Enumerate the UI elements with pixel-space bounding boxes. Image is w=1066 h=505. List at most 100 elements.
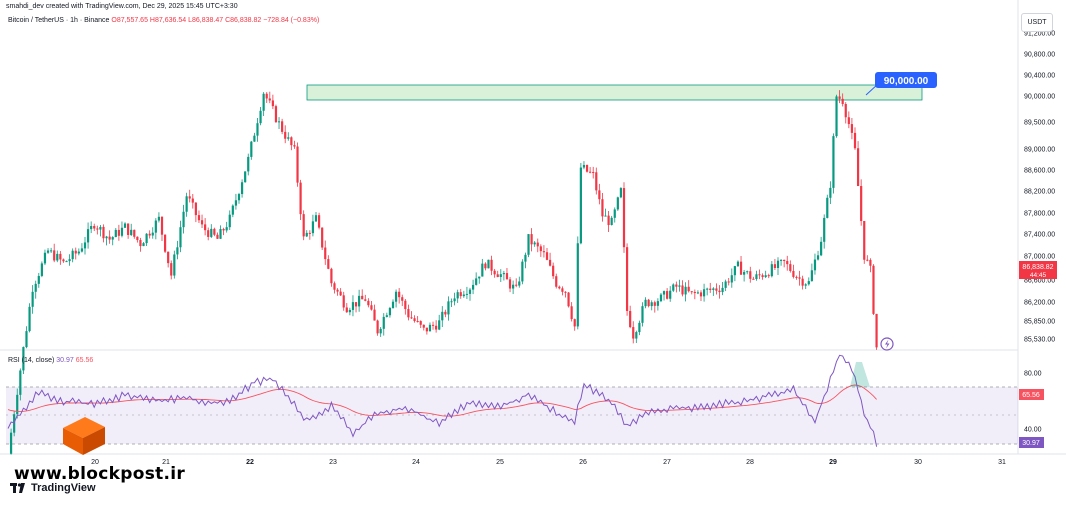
candle-body: [441, 311, 444, 321]
candle-body: [736, 261, 740, 267]
candle-body: [170, 263, 173, 276]
lightning-icon[interactable]: [880, 337, 894, 351]
candle-body: [490, 259, 493, 271]
candle-body: [487, 259, 490, 269]
candle-body: [552, 265, 555, 277]
candle-body: [311, 221, 315, 234]
candle-body: [625, 247, 629, 311]
candle-body: [219, 229, 222, 239]
candle-body: [675, 284, 678, 287]
price-tick: 88,600.00: [1024, 168, 1055, 175]
candle-body: [173, 254, 176, 276]
rsi-ma-badge-label: 65.56: [1022, 392, 1040, 399]
zone-label: 90,000.00: [884, 76, 929, 87]
tradingview-logo[interactable]: TradingView: [10, 482, 96, 494]
candle-body: [154, 220, 157, 233]
candle-body: [407, 309, 410, 318]
time-axis[interactable]: 20 21 22 23 24 25 26 27 28 29 30 31: [91, 459, 1006, 466]
rsi-overbought-fill: [850, 362, 870, 387]
rsi-tick: 80.00: [1024, 371, 1042, 378]
candle-body: [635, 332, 638, 339]
price-tick: 90,000.00: [1024, 94, 1055, 101]
candle-body: [256, 123, 259, 136]
candle-body: [31, 291, 34, 307]
candle-body: [413, 318, 416, 322]
tradingview-brand: TradingView: [31, 482, 96, 494]
candle-body: [860, 185, 863, 221]
candle-body: [120, 227, 124, 236]
candle-body: [271, 100, 274, 107]
currency-button[interactable]: USDT: [1021, 13, 1053, 32]
candle-body: [145, 233, 148, 244]
candle-body: [59, 253, 62, 260]
candle-body: [83, 242, 87, 249]
candle-body: [127, 223, 130, 236]
candle-body: [758, 274, 761, 276]
rsi-legend[interactable]: RSI (14, close) 30.97 65.56: [8, 357, 93, 364]
candle-body: [536, 242, 539, 247]
candle-body: [561, 288, 564, 292]
candle-body: [268, 98, 271, 101]
candle-body: [102, 226, 105, 239]
symbol-name[interactable]: Bitcoin / TetherUS · 1h · Binance: [8, 17, 110, 24]
candle-body: [40, 263, 43, 276]
candle-body: [274, 106, 278, 123]
candle-body: [582, 164, 586, 168]
candle-body: [555, 276, 558, 287]
candle-body: [616, 197, 619, 210]
rsi-ma-line: [7, 384, 877, 417]
candle-body: [539, 246, 542, 252]
candle-body: [558, 286, 561, 289]
candle-body: [856, 148, 860, 186]
candle-body: [659, 294, 663, 302]
candle-body: [290, 137, 293, 146]
candle-body: [250, 141, 253, 157]
candle-body: [302, 214, 305, 237]
candle-body: [607, 215, 610, 226]
candle-body: [342, 295, 345, 308]
candle-body: [730, 275, 733, 283]
candle-body: [764, 275, 767, 278]
symbol-legend[interactable]: Bitcoin / TetherUS · 1h · Binance O87,55…: [8, 17, 319, 24]
candle-body: [13, 414, 16, 433]
candle-body: [838, 96, 841, 99]
candle-body: [410, 317, 413, 319]
time-tick: 26: [579, 459, 587, 466]
candle-body: [284, 131, 287, 139]
candle-body: [650, 302, 653, 307]
candle-body: [524, 254, 527, 262]
candle-body: [259, 110, 262, 124]
resistance-zone[interactable]: [306, 84, 923, 101]
zone-label-box[interactable]: [875, 72, 937, 88]
candle-body: [71, 250, 74, 260]
ohlc-open: O87,557.65: [111, 17, 148, 24]
candle-body: [573, 319, 576, 327]
candle-body: [419, 321, 422, 325]
candle-body: [471, 284, 475, 290]
candle-body: [77, 251, 80, 254]
last-price-badge: [1019, 261, 1057, 279]
candle-body: [459, 292, 462, 297]
candle-body: [453, 298, 456, 302]
candle-body: [130, 229, 133, 236]
candle-body: [601, 199, 604, 217]
candle-body: [281, 121, 284, 132]
candle-body: [727, 281, 730, 283]
candle-body: [90, 226, 93, 230]
candle-body: [767, 275, 770, 277]
candle-body: [108, 236, 111, 240]
candle-body: [752, 278, 755, 280]
candle-body: [182, 211, 185, 228]
candle-body: [296, 146, 299, 183]
candle-body: [305, 232, 308, 237]
candle-body: [86, 229, 90, 243]
candle-body: [68, 259, 71, 262]
candle-body: [19, 370, 22, 395]
price-axis[interactable]: 91,200.00 90,800.00 90,400.00 90,000.00 89,5…: [1024, 31, 1055, 344]
candle-body: [481, 263, 484, 277]
candles[interactable]: [9, 90, 878, 455]
candle-body: [641, 306, 644, 323]
candle-body: [505, 273, 509, 280]
